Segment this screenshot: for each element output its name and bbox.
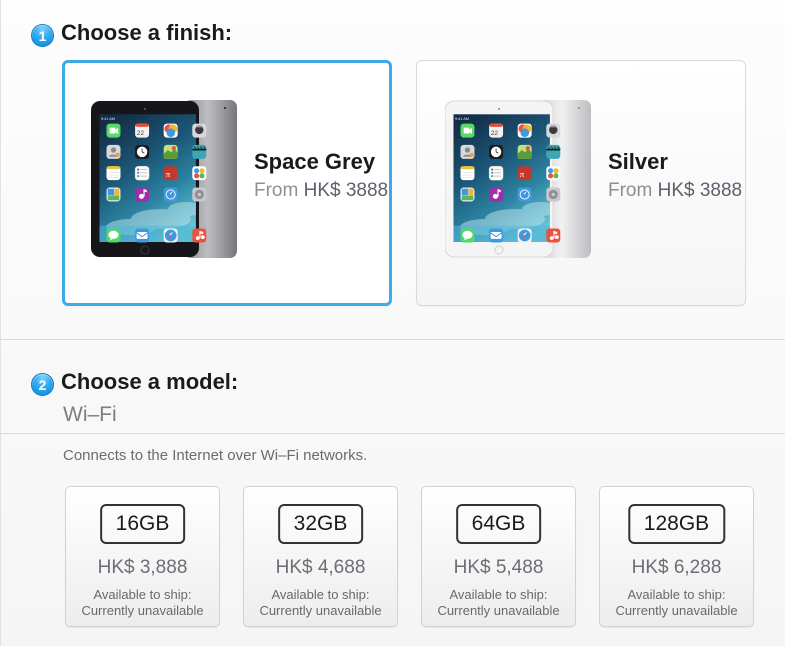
svg-text:9:41 AM: 9:41 AM [455, 117, 469, 121]
svg-text:22: 22 [137, 130, 145, 137]
svg-text:π: π [166, 169, 171, 179]
svg-text:9:41 AM: 9:41 AM [101, 117, 115, 121]
svg-text:22: 22 [491, 130, 499, 137]
svg-text:π: π [520, 169, 525, 179]
